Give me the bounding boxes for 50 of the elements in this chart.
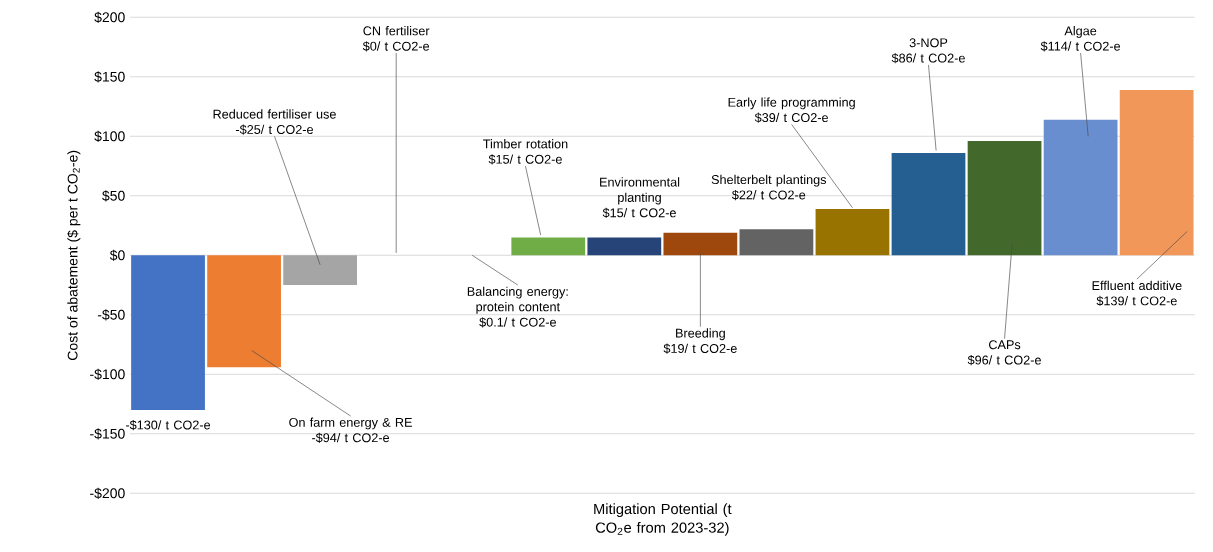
annotation: Timber rotation <box>483 139 568 149</box>
annotation: Balancing energy: protein content <box>467 286 568 314</box>
annotation: Reduced fertiliser use <box>213 109 336 119</box>
annotation: On farm energy & RE <box>289 417 412 430</box>
annotation: $96/ t CO2-e <box>967 355 1041 366</box>
annotation: $139/ t CO2-e <box>1096 295 1177 307</box>
bar <box>207 255 281 368</box>
y-tick-label: $200 <box>94 11 125 23</box>
bar <box>739 229 814 256</box>
bar <box>283 255 358 286</box>
bar <box>967 141 1042 256</box>
bar <box>511 237 586 256</box>
y-tick-label: -$50 <box>97 309 125 321</box>
bar <box>815 208 890 256</box>
annotation: Shelterbelt plantings <box>711 174 827 187</box>
annotation: $114/ t CO2-e <box>1040 41 1121 52</box>
y-axis-title: Cost of abatement ($ per t CO$_{2}$-e) <box>67 150 81 360</box>
annotation: $22/ t CO2-e <box>731 189 806 201</box>
annotation: -$25/ t CO2-e <box>236 124 313 135</box>
annotation: -$94/ t CO2-e <box>312 432 390 443</box>
annotation: $15/ t CO2-e <box>488 154 562 165</box>
y-tick-label: -$150 <box>90 428 125 440</box>
bar <box>1119 89 1194 256</box>
annotation: Breeding <box>676 328 725 341</box>
annotation: $19/ t CO2-e <box>663 343 737 354</box>
annotation: Effluent additive <box>1092 280 1182 291</box>
annotation: $39/ t CO2-e <box>754 112 829 123</box>
annotation: Environmental planting <box>600 177 680 205</box>
annotation: $0/ t CO2-e <box>362 41 430 52</box>
y-tick-label: -$200 <box>90 487 125 499</box>
y-tick-label: $150 <box>94 71 125 83</box>
bar <box>663 232 738 256</box>
x-axis-title: Mitigation Potential (t CO$_{2}$e from 2023-32) <box>594 503 732 536</box>
y-tick-label: $50 <box>102 190 125 202</box>
bar <box>587 237 662 256</box>
annotation: $15/ t CO2-e <box>602 207 676 219</box>
annotation: 3-NOP <box>909 38 948 48</box>
annotation: Algae <box>1064 26 1097 38</box>
bar <box>1043 119 1118 256</box>
bar <box>891 152 966 256</box>
bar <box>131 255 205 411</box>
annotation: CN fertiliser <box>363 26 430 36</box>
annotation: $86/ t CO2-e <box>891 53 965 64</box>
annotation: Early life programming <box>728 97 855 110</box>
annotation: -$130/ t CO2-e <box>126 419 211 431</box>
annotation: $0.1/ t CO2-e <box>479 317 556 328</box>
annotation: CAPs <box>989 340 1021 350</box>
y-tick-label: -$100 <box>90 368 125 380</box>
y-tick-label: $0 <box>109 249 125 261</box>
y-tick-label: $100 <box>94 130 125 142</box>
